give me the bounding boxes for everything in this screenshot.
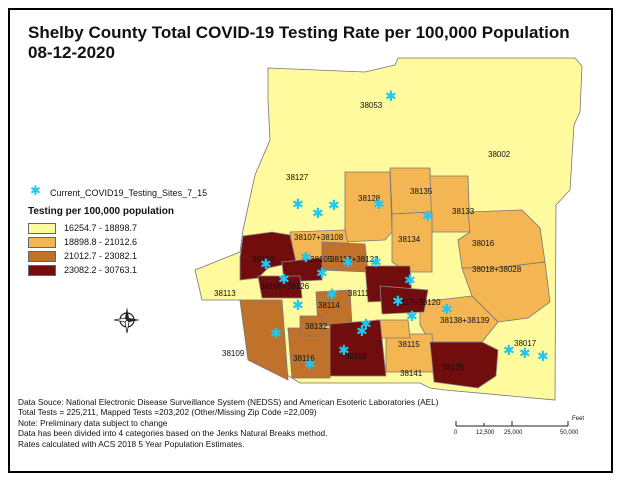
zip-region-38125 — [429, 341, 499, 389]
testing-site-icon: ✱ — [356, 324, 368, 340]
testing-site-icon: ✱ — [406, 309, 418, 325]
zip-region-38127-south — [239, 231, 297, 281]
map-date: 08-12-2020 — [28, 43, 115, 62]
zip-regions-darkred — [239, 231, 499, 389]
zip-label: 38117+38120 — [392, 298, 441, 307]
zip-label: 38016 — [472, 239, 495, 248]
note-line: Total Tests = 225,211, Mapped Tests =203… — [18, 407, 317, 418]
zip-label: 38138+38139 — [440, 316, 490, 325]
zip-label: 38105 — [310, 255, 333, 264]
zip-label: 38113 — [214, 289, 236, 298]
zip-label: 38125 — [442, 363, 465, 372]
testing-site-icon: ✱ — [304, 357, 316, 373]
zip-label: 38118 — [345, 352, 367, 361]
testing-site-icon: ✱ — [342, 255, 354, 271]
testing-site-icon: ✱ — [270, 326, 282, 342]
zip-label: 38135 — [410, 187, 433, 196]
testing-site-icon: ✱ — [537, 349, 549, 365]
testing-site-icon: ✱ — [503, 343, 515, 359]
legend-swatch — [28, 237, 56, 248]
note-line: Rates calculated with ACS 2018 5 Year Po… — [18, 438, 245, 449]
zip-label: 38112+38122 — [330, 255, 379, 264]
legend-class-label: 16254.7 - 18898.7 — [64, 223, 138, 233]
scale-tick-label: 50,000 — [560, 430, 579, 436]
zip-region-38109 — [239, 299, 289, 381]
legend-class-label: 18898.8 - 21012.6 — [64, 237, 138, 247]
legend-swatch — [28, 265, 56, 276]
zip-label: 38109 — [222, 349, 245, 358]
zip-label: 38141 — [400, 369, 423, 378]
zip-label: 38132 — [305, 322, 328, 331]
map-notes: Data Souce: National Electronic Disease … — [18, 397, 439, 449]
testing-site-icon: ✱ — [404, 273, 416, 289]
testing-site-icon: ✱ — [392, 294, 404, 310]
zip-label: 38111 — [348, 289, 370, 298]
zip-region-38133 — [429, 175, 471, 233]
zip-label: 38002 — [488, 150, 511, 159]
testing-site-icon: ✱ — [292, 197, 304, 213]
testing-site-icon: ✱ — [441, 302, 453, 318]
zip-label: 38114 — [318, 301, 340, 310]
zip-label: 38106+38126 — [260, 282, 310, 291]
scale-bar-graphic — [455, 421, 569, 427]
zip-region-38118 — [329, 319, 387, 377]
zip-region-38106 — [257, 275, 303, 299]
legend-class-label: 23082.2 - 30763.1 — [64, 265, 138, 275]
note-line: Note: Preliminary data subject to change — [18, 417, 168, 428]
zip-region-38117 — [379, 285, 429, 315]
scale-tick-label: 12,500 — [476, 430, 495, 436]
zip-label: 38018+38028 — [472, 265, 522, 274]
zip-region-38134 — [391, 211, 433, 273]
zip-label: 38017 — [514, 339, 537, 348]
legend-swatch — [28, 251, 56, 262]
zip-label: 38115 — [398, 340, 420, 349]
testing-site-icon: ✱ — [30, 184, 41, 199]
zip-label: 38133 — [452, 207, 475, 216]
testing-site-icon: ✱ — [360, 317, 372, 333]
scale-tick-label: 0 — [454, 430, 458, 436]
zip-regions-brown — [239, 241, 369, 381]
testing-site-icon: ✱ — [519, 346, 531, 362]
legend-title: Testing per 100,000 population — [28, 206, 174, 217]
testing-site-icon: ✱ — [373, 197, 385, 213]
testing-site-icon: ✱ — [316, 266, 328, 282]
zip-label: 38134 — [398, 235, 421, 244]
map-title: Shelby County Total COVID-19 Testing Rat… — [28, 23, 570, 42]
scale-bar: 0 12,500 25,000 50,000 Feet — [452, 414, 602, 444]
testing-site-icon: ✱ — [326, 287, 338, 303]
testing-site-icon: ✱ — [300, 250, 312, 266]
zip-label: 38103 — [252, 255, 275, 264]
testing-site-icon: ✱ — [338, 343, 350, 359]
zip-label: 38107+38108 — [294, 233, 344, 242]
scale-unit: Feet — [572, 416, 585, 422]
zip-region-38132 — [299, 315, 323, 337]
zip-label: 38053 — [360, 101, 383, 110]
zip-labels: 38053 38002 38127 38128 38135 38133 3810… — [214, 101, 537, 378]
scale-tick-label: 25,000 — [504, 430, 523, 436]
testing-site-icon: ✱ — [370, 255, 382, 271]
testing-site-icon: ✱ — [328, 198, 340, 214]
testing-site-icon: ✱ — [292, 298, 304, 314]
testing-site-icon: ✱ — [260, 257, 272, 273]
testing-site-icon: ✱ — [385, 89, 397, 105]
note-line: Data Souce: National Electronic Disease … — [18, 397, 439, 407]
note-line: Data has been divided into 4 categories … — [18, 428, 328, 439]
zip-label: 38116 — [293, 354, 315, 363]
zip-region-38128 — [344, 171, 393, 243]
zip-label: 38127 — [286, 173, 309, 182]
legend-class-label: 21012.7 - 23082.1 — [64, 251, 138, 261]
legend-site-label: Current_COVID19_Testing_Sites_7_15 — [50, 188, 208, 198]
testing-site-icon: ✱ — [312, 206, 324, 222]
legend-swatch — [28, 223, 56, 234]
testing-site-icon: ✱ — [422, 209, 434, 225]
testing-site-icon: ✱ — [278, 272, 290, 288]
zip-label: 38128 — [358, 194, 381, 203]
north-arrow-icon — [113, 307, 140, 334]
testing-sites: ✱ ✱ ✱ ✱ ✱ ✱ ✱ ✱ ✱ ✱ ✱ ✱ ✱ ✱ ✱ ✱ ✱ ✱ ✱ ✱ … — [260, 89, 549, 373]
